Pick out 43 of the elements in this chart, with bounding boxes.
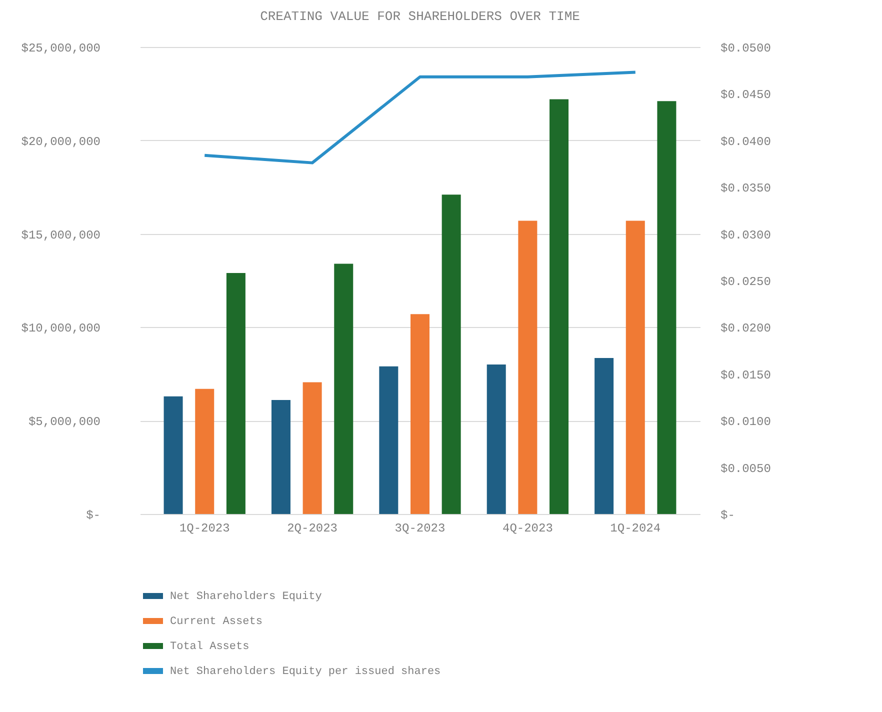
bar [410,314,430,514]
x-tick-label: 2Q-2023 [287,522,338,536]
bar [486,364,506,514]
y2-tick-label: $- [720,508,735,522]
legend-label: Net Shareholders Equity per issued shares [170,666,441,678]
bar [626,220,645,514]
bar [379,366,398,514]
legend-label: Current Assets [170,616,262,628]
bar [657,101,676,514]
chart-title: CREATING VALUE FOR SHAREHOLDERS OVER TIME [260,9,580,24]
y2-tick-label: $0.0500 [720,42,771,56]
y2-tick-label: $0.0050 [720,462,771,476]
x-tick-label: 1Q-2024 [610,522,661,536]
bar [195,388,214,514]
y2-tick-label: $0.0100 [720,415,771,430]
bar [226,273,246,514]
y-tick-label: $20,000,000 [21,134,100,149]
y2-tick-label: $0.0300 [720,228,771,242]
bar [518,220,538,514]
legend-label: Net Shareholders Equity [170,591,322,603]
x-tick-label: 1Q-2023 [179,522,230,536]
bar [271,400,290,514]
x-tick-label: 3Q-2023 [394,522,446,536]
x-tick-label: 4Q-2023 [502,522,553,536]
bar [550,99,569,514]
line-series [203,70,637,164]
y-tick-label: $5,000,000 [28,415,100,430]
y-tick-label: $15,000,000 [21,228,100,242]
bar [302,382,322,514]
y2-tick-label: $0.0250 [720,275,771,289]
bar [594,358,614,514]
y2-tick-label: $0.0150 [720,368,771,382]
legend-label: Total Assets [170,641,250,653]
y-tick-label: $25,000,000 [21,42,100,56]
y-tick-label: $- [86,508,100,522]
bar [164,396,183,514]
y2-tick-label: $0.0350 [720,182,771,196]
bar [442,194,461,514]
y2-tick-label: $0.0450 [720,88,771,102]
y-tick-label: $10,000,000 [21,322,100,336]
y2-tick-label: $0.0400 [720,134,771,149]
bar [334,264,354,514]
y2-tick-label: $0.0200 [720,322,771,336]
